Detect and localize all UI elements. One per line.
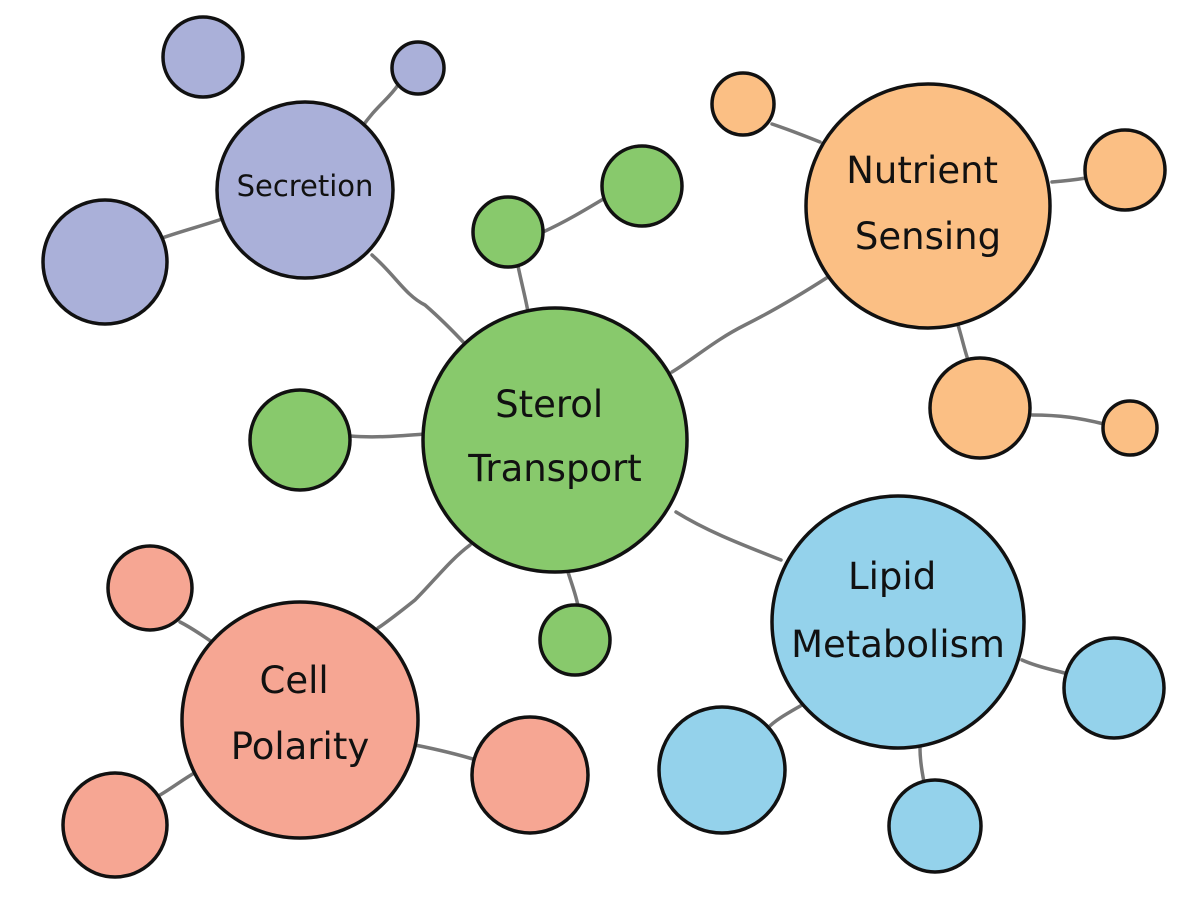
nutrient-satellite-top-left bbox=[710, 71, 776, 137]
connector-nutrient-satellite-right bbox=[1050, 176, 1088, 184]
sterol-hub-label: Sterol Transport bbox=[467, 383, 642, 490]
connector-lipid-satellite-left bbox=[766, 703, 804, 730]
polarity-satellite-left bbox=[61, 771, 169, 879]
nutrient-satellite-far-right bbox=[1101, 399, 1159, 457]
connector-sterol-polarity bbox=[376, 543, 472, 630]
connector-secretion-satellite-left bbox=[160, 216, 227, 240]
nutrient-hub bbox=[804, 82, 1052, 330]
connector-sterol-satellite-top bbox=[516, 264, 530, 314]
nutrient-hub-label: Nutrient Sensing bbox=[846, 149, 1010, 258]
secretion-hub bbox=[215, 100, 395, 280]
connector-layer bbox=[158, 83, 1106, 797]
connector-lipid-satellite-bottom bbox=[918, 746, 926, 784]
polarity-satellite-right bbox=[470, 715, 590, 835]
sterol-satellite-top bbox=[471, 195, 545, 269]
secretion-hub-label: Secretion bbox=[237, 169, 374, 203]
connector-polarity-satellite-top-left bbox=[178, 620, 214, 644]
secretion-satellite-left bbox=[41, 198, 169, 326]
nutrient-satellite-right bbox=[1083, 128, 1167, 212]
label-layer: Sterol Transport Secretion Nutrient Sens… bbox=[231, 149, 1010, 768]
connector-sterol-satellite-bottom bbox=[566, 570, 580, 608]
lipid-satellite-right bbox=[1062, 636, 1166, 740]
polarity-hub-label: Cell Polarity bbox=[231, 659, 369, 768]
lipid-satellite-bottom bbox=[887, 778, 983, 874]
lipid-hub-label: Lipid Metabolism bbox=[791, 555, 1005, 666]
sterol-satellite-bottom bbox=[538, 603, 612, 677]
connector-nutrient-satellite-bottom bbox=[956, 323, 970, 362]
secretion-satellite-top-right bbox=[390, 40, 446, 96]
connector-secretion-sterol bbox=[370, 253, 468, 347]
connector-sterol-lipid bbox=[674, 510, 783, 562]
connector-sterol-satellite-top-right bbox=[541, 196, 607, 234]
lipid-hub bbox=[770, 494, 1026, 750]
connector-secretion-satellite-top-right bbox=[358, 83, 400, 132]
nutrient-satellite-bottom bbox=[928, 356, 1032, 460]
secretion-satellite-top-left bbox=[161, 15, 245, 99]
connector-nutrient-satellite-far-right bbox=[1030, 413, 1106, 426]
connector-polarity-satellite-left bbox=[158, 770, 198, 797]
polarity-hub bbox=[180, 600, 420, 840]
polarity-satellite-top-left bbox=[106, 544, 194, 632]
node-layer bbox=[41, 15, 1167, 879]
sterol-hub bbox=[421, 306, 689, 574]
lipid-satellite-left bbox=[657, 705, 787, 835]
connector-sterol-satellite-left bbox=[348, 432, 427, 439]
connector-polarity-satellite-right bbox=[413, 743, 478, 762]
sterol-satellite-top-right bbox=[600, 144, 684, 228]
connector-lipid-satellite-right bbox=[1020, 658, 1070, 676]
connector-nutrient-satellite-top-left bbox=[770, 122, 822, 144]
sterol-satellite-left bbox=[248, 388, 352, 492]
connector-sterol-nutrient bbox=[670, 275, 830, 374]
